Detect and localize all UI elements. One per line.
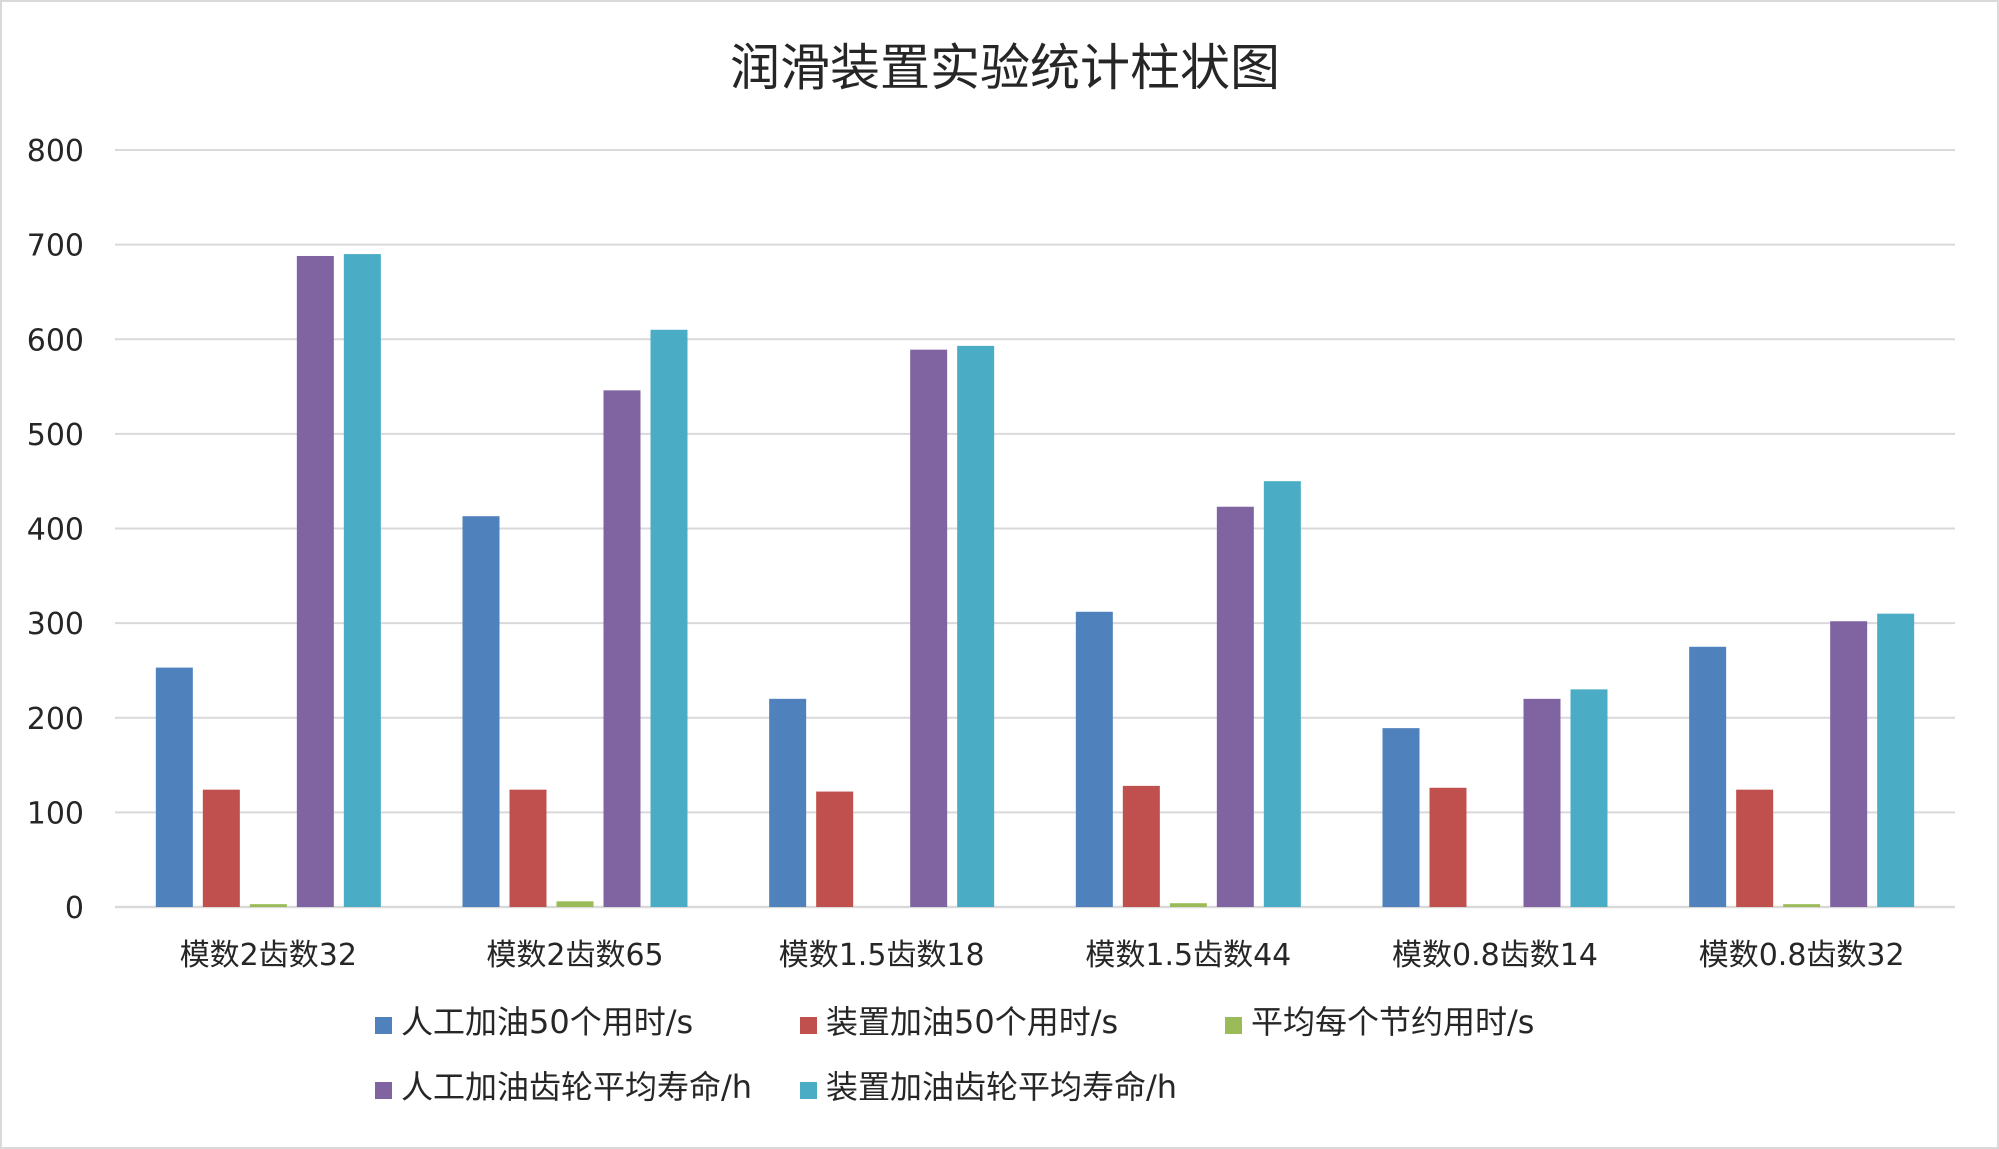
legend: 人工加油50个用时/s 装置加油50个用时/s 平均每个节约用时/s 人工加油齿轮平均… bbox=[375, 1003, 1534, 1106]
x-tick-label: 模数1.5齿数18 bbox=[779, 938, 985, 973]
bars bbox=[155, 254, 1915, 908]
legend-swatch bbox=[375, 1082, 392, 1099]
bar bbox=[1783, 904, 1821, 907]
y-tick-label: 400 bbox=[27, 513, 84, 548]
x-tick-label: 模数0.8齿数32 bbox=[1699, 938, 1905, 973]
legend-label: 人工加油50个用时/s bbox=[401, 1003, 693, 1041]
x-axis-ticks: 模数2齿数32 模数2齿数65 模数1.5齿数18 模数1.5齿数44 模数0.8齿数1… bbox=[180, 938, 1905, 973]
bar bbox=[202, 789, 240, 907]
bar bbox=[343, 254, 381, 907]
y-tick-label: 0 bbox=[65, 891, 84, 926]
bar bbox=[1263, 481, 1301, 907]
legend-swatch bbox=[800, 1017, 817, 1034]
y-tick-label: 300 bbox=[27, 607, 84, 642]
y-tick-label: 600 bbox=[27, 323, 84, 358]
bar bbox=[650, 329, 688, 908]
x-tick-label: 模数2齿数32 bbox=[180, 938, 357, 973]
y-tick-label: 700 bbox=[27, 229, 84, 264]
bar bbox=[1216, 506, 1254, 907]
bar bbox=[1429, 787, 1467, 907]
bar bbox=[1075, 611, 1113, 907]
legend-label: 装置加油50个用时/s bbox=[826, 1003, 1118, 1041]
bar bbox=[462, 516, 500, 907]
x-tick-label: 模数2齿数65 bbox=[486, 938, 663, 973]
legend-swatch bbox=[1225, 1017, 1242, 1034]
bar bbox=[1169, 903, 1207, 907]
bar bbox=[1122, 785, 1160, 907]
y-tick-label: 800 bbox=[27, 134, 84, 169]
legend-swatch bbox=[800, 1082, 817, 1099]
bar bbox=[769, 698, 807, 907]
bar bbox=[1382, 728, 1420, 907]
bar bbox=[1830, 621, 1868, 907]
bar bbox=[509, 789, 547, 907]
bar bbox=[1523, 698, 1561, 907]
x-tick-label: 模数1.5齿数44 bbox=[1085, 938, 1291, 973]
bar bbox=[296, 255, 334, 908]
bar bbox=[1736, 789, 1774, 907]
bar bbox=[816, 791, 854, 907]
bar bbox=[1689, 646, 1727, 907]
x-tick-label: 模数0.8齿数14 bbox=[1392, 938, 1598, 973]
legend-swatch bbox=[375, 1017, 392, 1034]
bar bbox=[910, 349, 948, 907]
legend-label: 平均每个节约用时/s bbox=[1251, 1003, 1534, 1041]
bar bbox=[1877, 613, 1915, 907]
bar bbox=[603, 390, 641, 907]
y-tick-label: 200 bbox=[27, 702, 84, 737]
bar bbox=[249, 904, 287, 907]
bar bbox=[1570, 689, 1608, 907]
chart-title: 润滑装置实验统计柱状图 bbox=[730, 39, 1280, 97]
bar bbox=[155, 667, 193, 907]
y-axis-ticks: 0 100 200 300 400 500 600 700 800 bbox=[27, 134, 84, 926]
legend-label: 人工加油齿轮平均寿命/h bbox=[401, 1068, 752, 1106]
y-tick-label: 500 bbox=[27, 418, 84, 453]
y-tick-label: 100 bbox=[27, 796, 84, 831]
gridlines bbox=[115, 149, 1955, 909]
legend-label: 装置加油齿轮平均寿命/h bbox=[826, 1068, 1177, 1106]
bar bbox=[556, 901, 594, 907]
bar bbox=[957, 345, 995, 907]
